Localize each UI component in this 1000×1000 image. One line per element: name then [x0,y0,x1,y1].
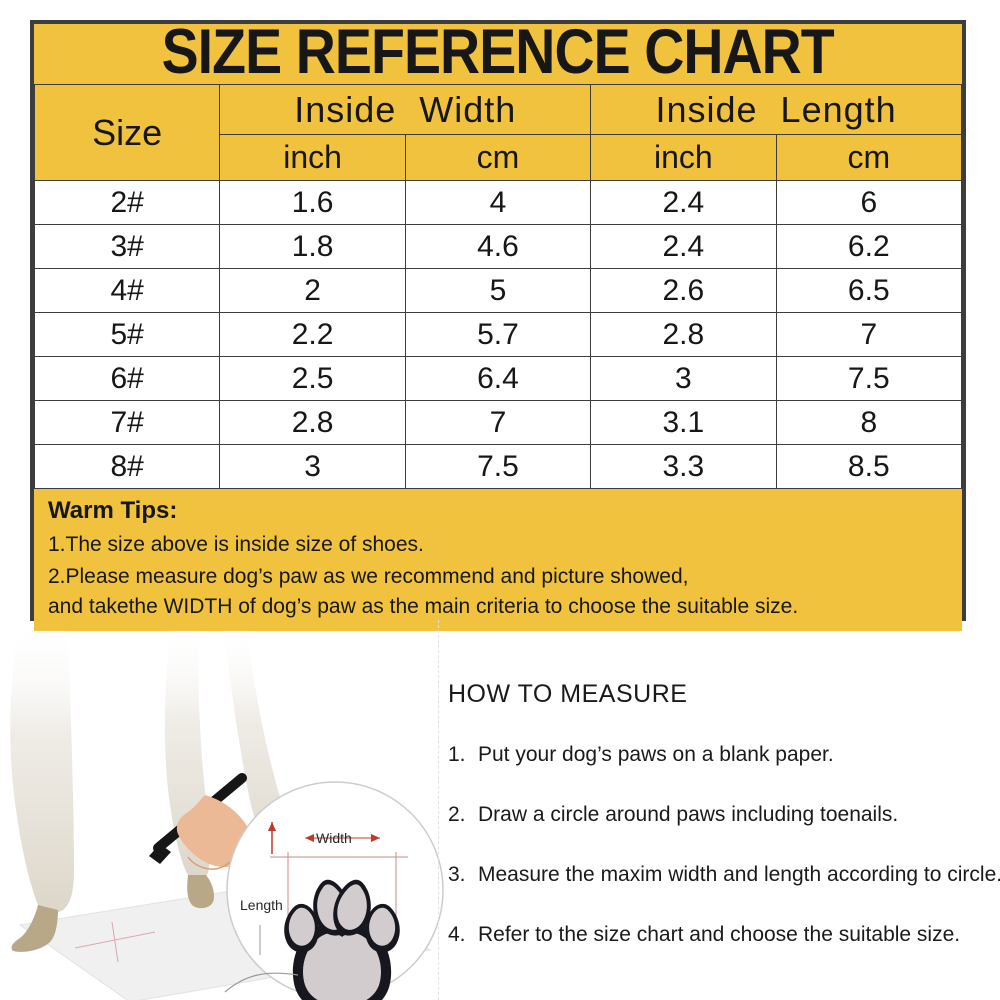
svg-text:Length: Length [240,897,283,913]
svg-text:Width: Width [316,830,352,846]
